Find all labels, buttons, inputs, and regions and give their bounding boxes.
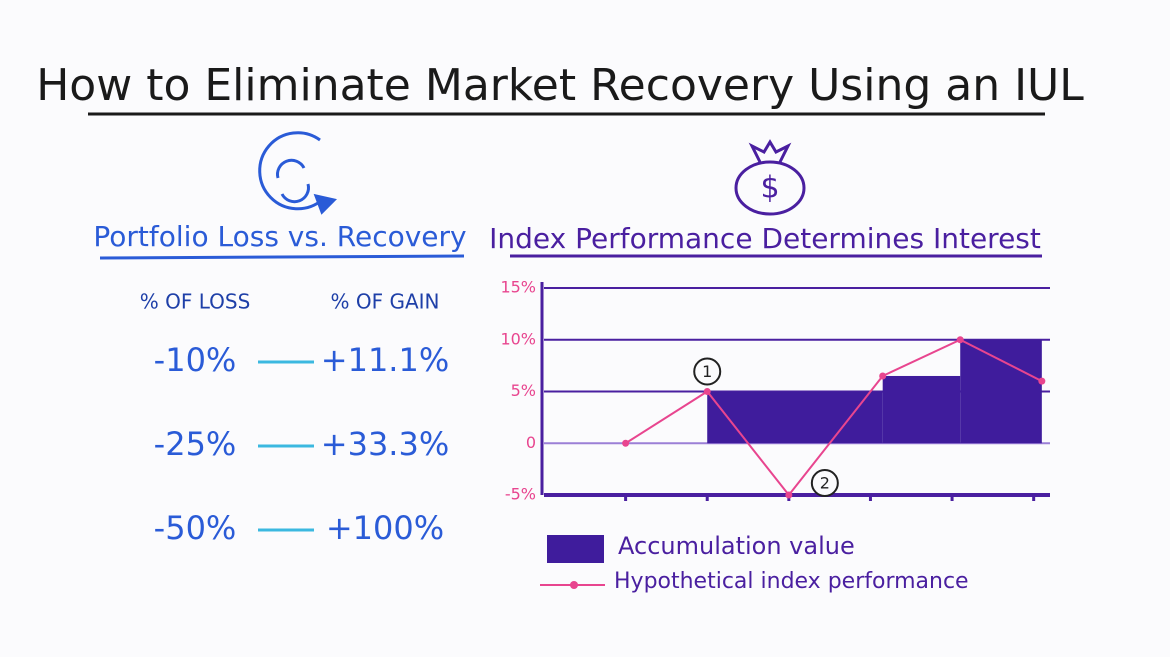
y-tick-label: -5% xyxy=(505,485,536,504)
left-heading-underline xyxy=(99,254,465,260)
index-point xyxy=(879,372,887,380)
y-tick-label: 10% xyxy=(500,329,536,348)
loss-table: % OF LOSS % OF GAIN -10% +11.1% -25% +33.3% -5… xyxy=(140,290,450,548)
left-heading: Portfolio Loss vs. Recovery xyxy=(93,220,466,253)
index-line xyxy=(625,338,1043,497)
legend-dot xyxy=(570,581,578,589)
table-cell: +33.3% xyxy=(321,425,449,463)
table-cell: +11.1% xyxy=(321,341,449,379)
legend-label: Hypothetical index performance xyxy=(614,569,969,594)
index-point xyxy=(956,336,964,344)
main-title: How to Eliminate Market Recovery Using a… xyxy=(36,60,1084,111)
column-header: % OF GAIN xyxy=(330,290,439,314)
annotation: 2 xyxy=(820,474,830,493)
accumulation-bar xyxy=(960,339,1042,444)
table-cell: -25% xyxy=(154,425,237,463)
annotation-circle xyxy=(810,469,839,497)
index-point xyxy=(1038,377,1046,385)
index-point xyxy=(622,439,630,447)
accumulation-bar xyxy=(882,375,961,444)
table-cell: +100% xyxy=(326,509,444,547)
recovery-icon xyxy=(258,131,337,215)
legend-swatch xyxy=(547,535,604,563)
chart-title: Index Performance Determines Interest xyxy=(489,222,1041,255)
accumulation-bar xyxy=(707,391,883,444)
column-header: % OF LOSS xyxy=(140,290,251,314)
index-point xyxy=(785,491,793,499)
svg-text:$: $ xyxy=(760,171,779,206)
money-bag-icon: $ xyxy=(734,139,806,216)
table-cell: -50% xyxy=(154,509,237,547)
annotation: 1 xyxy=(702,362,712,381)
y-tick-label: 15% xyxy=(500,278,536,297)
index-point xyxy=(703,388,711,395)
legend-label: Accumulation value xyxy=(618,532,855,560)
chart: -5% 0 5% 10% 15% 1 2 Accumulation value Hypothet… xyxy=(500,278,1050,594)
annotation-circle xyxy=(693,357,722,386)
y-tick-label: 0 xyxy=(526,433,536,452)
table-cell: -10% xyxy=(154,341,237,379)
y-tick-label: 5% xyxy=(511,381,536,400)
